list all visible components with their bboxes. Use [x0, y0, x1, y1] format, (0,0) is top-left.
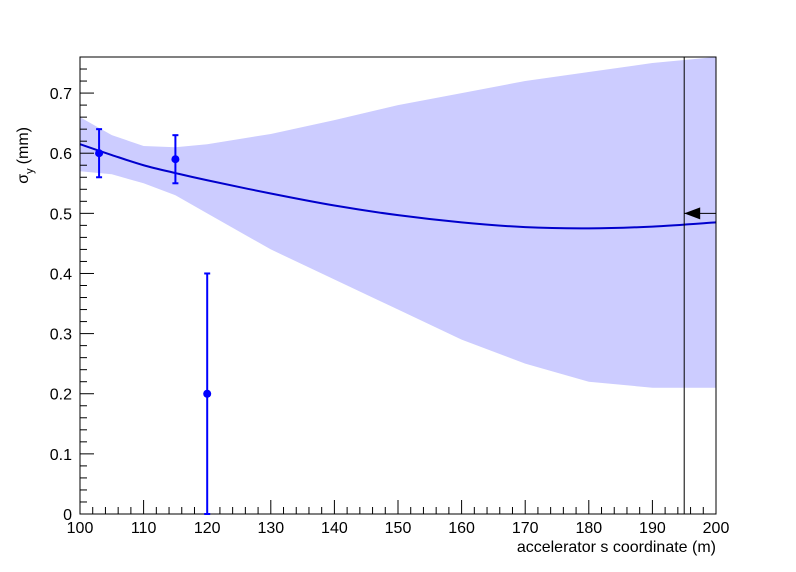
y-tick-label: 0.3 — [50, 327, 72, 344]
x-tick-label: 150 — [385, 520, 412, 537]
data-point — [95, 149, 104, 158]
x-tick-label: 180 — [575, 520, 602, 537]
x-axis-label: accelerator s coordinate (m) — [517, 539, 716, 556]
y-tick-label: 0.2 — [50, 387, 72, 404]
y-tick-label: 0.4 — [50, 266, 72, 283]
y-axis-label: σy (mm) — [15, 127, 36, 184]
x-tick-label: 100 — [67, 520, 94, 537]
confidence-band — [80, 57, 716, 388]
y-tick-label: 0.1 — [50, 447, 72, 464]
x-tick-label: 170 — [512, 520, 539, 537]
y-label-subscript: y — [24, 168, 36, 174]
y-label-symbol: σ — [15, 174, 32, 184]
y-tick-label: 0 — [63, 507, 72, 524]
arrow-head — [684, 207, 701, 220]
data-point — [171, 155, 180, 164]
y-tick-label: 0.6 — [50, 146, 72, 163]
x-tick-label: 200 — [703, 520, 730, 537]
x-tick-label: 140 — [321, 520, 348, 537]
data-point — [203, 389, 212, 398]
y-tick-label: 0.5 — [50, 206, 72, 223]
x-tick-label: 110 — [131, 520, 157, 537]
y-tick-label: 0.7 — [50, 86, 72, 103]
fit-line — [79, 143, 717, 230]
x-tick-label: 130 — [257, 520, 284, 537]
y-label-unit: (mm) — [15, 127, 32, 164]
x-tick-label: 120 — [194, 520, 221, 537]
x-tick-label: 190 — [639, 520, 666, 537]
x-tick-label: 160 — [448, 520, 475, 537]
